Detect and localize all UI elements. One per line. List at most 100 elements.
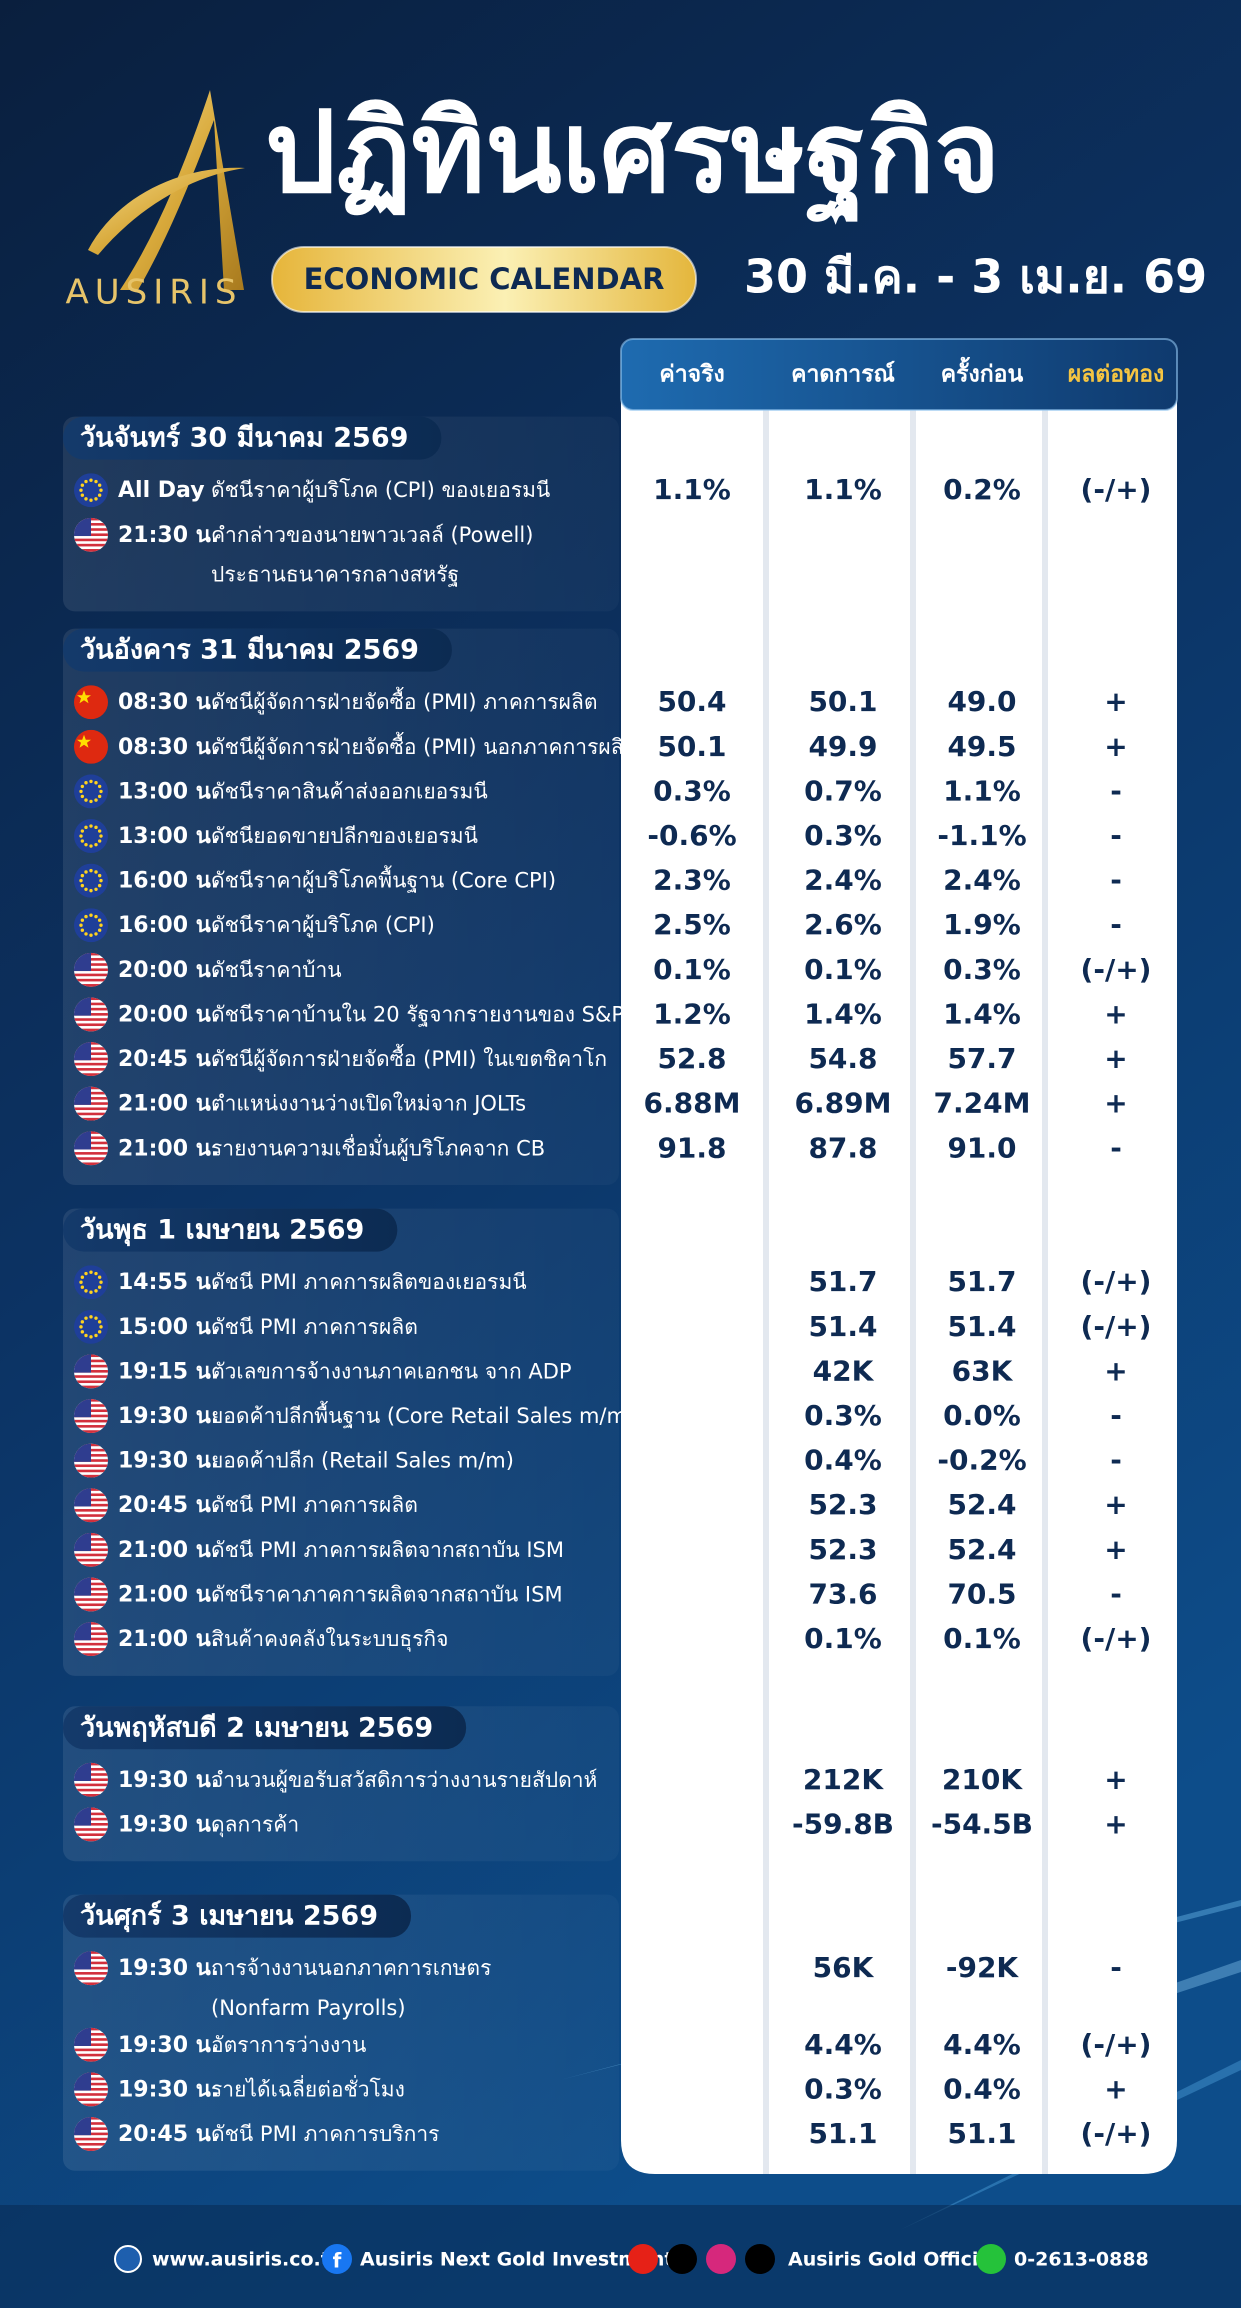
event-description: ยอดค้าปลีกพื้นฐาน (Core Retail Sales m/m… <box>211 1401 635 1428</box>
phone[interactable]: 0-2613-0888 <box>1014 2249 1149 2271</box>
value-previous: -92K <box>946 1951 1020 1984</box>
footer-band <box>0 2205 1241 2308</box>
value-previous: 70.5 <box>947 1577 1016 1610</box>
event-row: 21:00 น.ตำแหน่งงานว่างเปิดใหม่จาก JOLTs 6… <box>74 1086 1128 1121</box>
youtube-icon[interactable] <box>628 2244 658 2274</box>
value-previous: 91.0 <box>947 1131 1016 1164</box>
section-background <box>63 1208 619 1676</box>
event-row: 21:00 น.ดัชนีราคาภาคการผลิตจากสถาบัน ISM… <box>74 1577 1122 1611</box>
value-forecast: 42K <box>813 1354 875 1387</box>
value-previous: -0.2% <box>937 1444 1026 1477</box>
event-row: 19:15 น.ตัวเลขการจ้างงานภาคเอกชน จาก ADP… <box>74 1354 1128 1388</box>
column-header: ค่าจริง <box>659 362 724 388</box>
facebook[interactable]: Ausiris Next Gold Investment <box>360 2249 674 2271</box>
value-impact: - <box>1110 1951 1122 1984</box>
flag <box>74 1087 108 1121</box>
value-forecast: 0.3% <box>804 2072 882 2105</box>
section-background <box>63 1894 619 2171</box>
event-description: ดัชนี PMI ภาคการผลิตจากสถาบัน ISM <box>211 1538 564 1562</box>
event-row: 19:30 น.ดุลการค้า -59.8B -54.5B + <box>74 1807 1128 1841</box>
value-previous: 49.5 <box>947 730 1016 763</box>
value-impact: (-/+) <box>1081 2117 1152 2150</box>
tiktok-icon[interactable] <box>745 2244 775 2274</box>
event-description: จำนวนผู้ขอรับสวัสดิการว่างงานรายสัปดาห์ <box>211 1768 597 1793</box>
social[interactable]: Ausiris Gold Official <box>788 2249 998 2271</box>
facebook-icon[interactable] <box>322 2244 352 2274</box>
flag <box>74 1807 108 1841</box>
facebook-glyph: f <box>333 2249 342 2273</box>
flag <box>74 518 108 552</box>
value-forecast: 4.4% <box>804 2028 882 2061</box>
column-header: ครั้งก่อน <box>941 357 1024 388</box>
event-time: 08:30 น. <box>118 735 219 760</box>
event-time: 19:30 น. <box>118 1404 219 1429</box>
instagram-icon[interactable] <box>706 2244 736 2274</box>
flag <box>74 1042 108 1076</box>
value-forecast: 2.6% <box>804 908 882 941</box>
event-description: ดัชนียอดขายปลีกของเยอรมนี <box>211 824 478 848</box>
value-previous: 7.24M <box>934 1087 1031 1120</box>
flag <box>74 730 108 764</box>
value-previous: 1.1% <box>943 774 1021 807</box>
event-description: ตำแหน่งงานว่างเปิดใหม่จาก JOLTs <box>211 1092 526 1116</box>
event-description: ดัชนีราคาผู้บริโภคพื้นฐาน (Core CPI) <box>211 866 556 894</box>
event-description: ดัชนีราคาผู้บริโภค (CPI) <box>211 913 435 938</box>
event-description: ดัชนีผู้จัดการฝ่ายจัดซื้อ (PMI) นอกภาคกา… <box>211 732 637 760</box>
web-icon[interactable] <box>114 2245 142 2273</box>
value-previous: 0.2% <box>943 473 1021 506</box>
value-forecast: 2.4% <box>804 864 882 897</box>
value-forecast: 51.7 <box>808 1265 877 1298</box>
value-impact: (-/+) <box>1081 1310 1152 1343</box>
value-previous: 210K <box>942 1763 1023 1796</box>
value-previous: 51.4 <box>947 1310 1016 1343</box>
event-row: 19:30 น.ยอดค้าปลีก (Retail Sales m/m) 0.4… <box>74 1443 1122 1478</box>
event-time: 20:00 น. <box>118 1002 219 1027</box>
flag <box>74 685 108 719</box>
event-description: ดัชนีราคาภาคการผลิตจากสถาบัน ISM <box>211 1582 563 1606</box>
event-time: 21:00 น. <box>118 1538 219 1563</box>
value-actual: -0.6% <box>647 819 736 852</box>
value-actual: 2.5% <box>653 908 731 941</box>
value-previous: 52.4 <box>947 1488 1016 1521</box>
value-impact: + <box>1104 1087 1127 1120</box>
value-impact: + <box>1104 1042 1127 1075</box>
event-description: การจ้างงานนอกภาคการเกษตร <box>211 1956 491 1980</box>
event-row: 21:30 น.คำกล่าวของนายพาวเวลล์ (Powell) ปร… <box>74 518 533 587</box>
event-time: 20:45 น. <box>118 2122 219 2147</box>
value-forecast: 1.1% <box>804 473 882 506</box>
value-forecast: -59.8B <box>792 1807 894 1840</box>
value-actual: 1.1% <box>653 473 731 506</box>
x-icon[interactable] <box>667 2244 697 2274</box>
value-impact: - <box>1110 774 1122 807</box>
event-time: 19:30 น. <box>118 1449 219 1474</box>
value-previous: -1.1% <box>937 819 1026 852</box>
event-time: 19:30 น. <box>118 1768 219 1793</box>
value-actual: 0.3% <box>653 774 731 807</box>
event-time: All Day <box>118 478 205 503</box>
event-description: ดัชนี PMI ภาคการผลิต <box>211 1315 418 1339</box>
event-row: All Day ดัชนีราคาผู้บริโภค (CPI) ของเยอรม… <box>74 473 1151 507</box>
subtitle: ECONOMIC CALENDAR <box>304 262 665 296</box>
value-previous: 4.4% <box>943 2028 1021 2061</box>
website[interactable]: www.ausiris.co.th <box>152 2249 343 2271</box>
event-description: ดุลการค้า <box>211 1812 299 1837</box>
flag <box>74 473 108 507</box>
value-forecast: 0.3% <box>804 819 882 852</box>
event-row: 20:45 น.ดัชนี PMI ภาคการผลิต 52.3 52.4 + <box>74 1488 1128 1522</box>
event-time: 20:45 น. <box>118 1047 219 1072</box>
event-row: 19:30 น.จำนวนผู้ขอรับสวัสดิการว่างงานราย… <box>74 1762 1128 1797</box>
value-impact: (-/+) <box>1081 953 1152 986</box>
value-forecast: 49.9 <box>808 730 877 763</box>
value-forecast: 87.8 <box>808 1131 877 1164</box>
event-description: รายงานความเชื่อมั่นผู้บริโภคจาก CB <box>211 1133 545 1161</box>
flag <box>74 908 108 942</box>
flag <box>74 1310 108 1344</box>
event-time: 21:00 น. <box>118 1092 219 1117</box>
event-time: 16:00 น. <box>118 913 219 938</box>
value-impact: - <box>1110 864 1122 897</box>
value-previous: -54.5B <box>931 1807 1033 1840</box>
phone-icon[interactable] <box>976 2244 1006 2274</box>
day-pill <box>63 1706 467 1750</box>
